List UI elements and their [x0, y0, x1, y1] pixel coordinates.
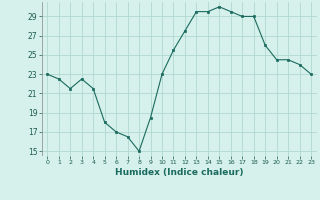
X-axis label: Humidex (Indice chaleur): Humidex (Indice chaleur) [115, 168, 244, 177]
